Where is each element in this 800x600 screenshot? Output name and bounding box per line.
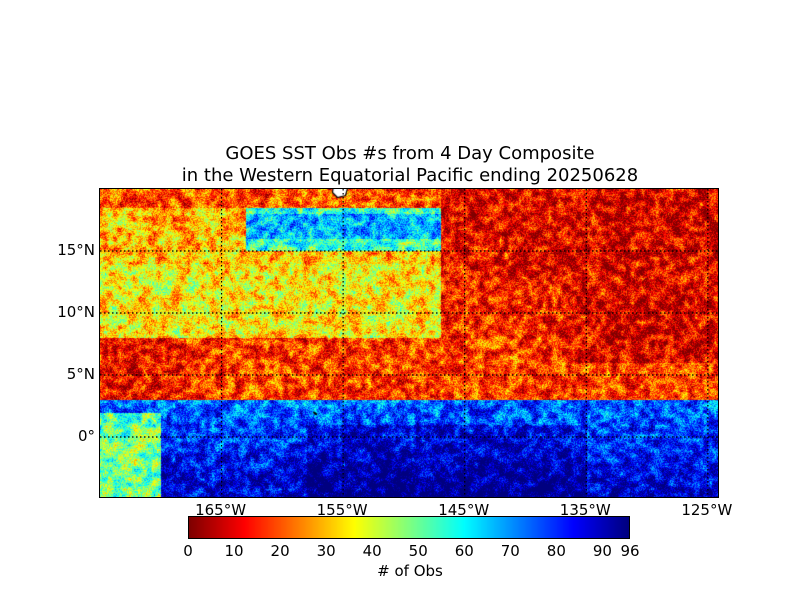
lat-tick-label: 0° <box>77 427 95 445</box>
obs-count-field <box>100 189 718 497</box>
lat-tick-label: 15°N <box>57 241 95 259</box>
colorbar-tick-label: 96 <box>620 542 640 560</box>
colorbar-tick-label: 60 <box>454 542 474 560</box>
lon-tick-label: 145°W <box>438 501 490 519</box>
lon-tick-label: 125°W <box>681 501 733 519</box>
lon-tick-label: 135°W <box>559 501 611 519</box>
sst-obs-map <box>99 188 719 498</box>
colorbar <box>188 516 630 539</box>
colorbar-tick-label: 30 <box>316 542 336 560</box>
lon-tick-label: 155°W <box>316 501 368 519</box>
lon-tick-label: 165°W <box>195 501 247 519</box>
map-overlay <box>100 189 718 497</box>
colorbar-tick-label: 70 <box>500 542 520 560</box>
colorbar-tick-label: 20 <box>270 542 290 560</box>
colorbar-tick-label: 50 <box>408 542 428 560</box>
colorbar-tick-label: 0 <box>183 542 193 560</box>
colorbar-tick-label: 10 <box>224 542 244 560</box>
colorbar-tick-label: 90 <box>592 542 612 560</box>
chart-title-line1: GOES SST Obs #s from 4 Day Composite <box>225 143 595 164</box>
lat-tick-label: 5°N <box>66 365 95 383</box>
colorbar-tick-label: 80 <box>546 542 566 560</box>
colorbar-label: # of Obs <box>377 562 443 580</box>
colorbar-tick-label: 40 <box>362 542 382 560</box>
lat-tick-label: 10°N <box>57 303 95 321</box>
chart-title-line2: in the Western Equatorial Pacific ending… <box>181 165 639 186</box>
